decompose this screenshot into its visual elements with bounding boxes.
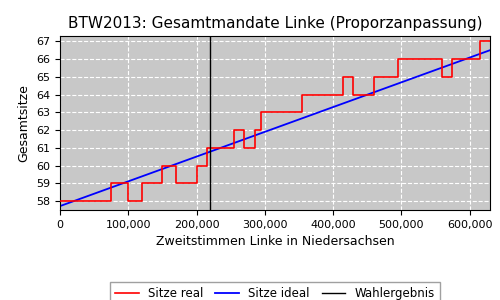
- Legend: Sitze real, Sitze ideal, Wahlergebnis: Sitze real, Sitze ideal, Wahlergebnis: [110, 282, 440, 300]
- Sitze real: [487, 40, 493, 43]
- Sitze real: [340, 75, 346, 79]
- Sitze real: [477, 40, 483, 43]
- Sitze real: [300, 93, 306, 96]
- Title: BTW2013: Gesamtmandate Linke (Proporzanpassung): BTW2013: Gesamtmandate Linke (Proporzanp…: [68, 16, 482, 31]
- Sitze real: [139, 182, 145, 185]
- Sitze real: [242, 146, 248, 150]
- Sitze real: [439, 57, 445, 61]
- Sitze real: [395, 75, 401, 79]
- Sitze real: [88, 199, 94, 203]
- Sitze real: [173, 164, 179, 167]
- Sitze real: [126, 199, 132, 203]
- Sitze real: [395, 57, 401, 61]
- Line: Sitze real: Sitze real: [60, 41, 490, 201]
- Sitze real: [252, 128, 258, 132]
- Sitze real: [204, 164, 210, 167]
- Sitze real: [57, 199, 63, 203]
- Sitze real: [139, 199, 145, 203]
- Sitze real: [194, 182, 200, 185]
- Sitze real: [194, 164, 200, 167]
- Sitze real: [88, 199, 94, 203]
- Sitze real: [450, 57, 456, 61]
- Sitze real: [371, 75, 377, 79]
- Sitze real: [231, 128, 237, 132]
- Sitze real: [258, 110, 264, 114]
- Sitze real: [450, 75, 456, 79]
- Sitze real: [126, 182, 132, 185]
- Sitze real: [204, 146, 210, 150]
- Sitze real: [258, 128, 264, 132]
- Sitze real: [108, 182, 114, 185]
- Sitze real: [477, 57, 483, 61]
- Sitze real: [242, 128, 248, 132]
- Sitze real: [160, 164, 166, 167]
- Sitze real: [108, 199, 114, 203]
- Sitze real: [439, 75, 445, 79]
- Sitze real: [173, 182, 179, 185]
- Y-axis label: Gesamtsitze: Gesamtsitze: [18, 84, 30, 162]
- Sitze real: [231, 146, 237, 150]
- X-axis label: Zweitstimmen Linke in Niedersachsen: Zweitstimmen Linke in Niedersachsen: [156, 235, 394, 248]
- Sitze real: [371, 93, 377, 96]
- Sitze real: [350, 75, 356, 79]
- Sitze real: [350, 93, 356, 96]
- Sitze real: [160, 182, 166, 185]
- Sitze real: [340, 93, 346, 96]
- Sitze real: [252, 146, 258, 150]
- Sitze real: [300, 110, 306, 114]
